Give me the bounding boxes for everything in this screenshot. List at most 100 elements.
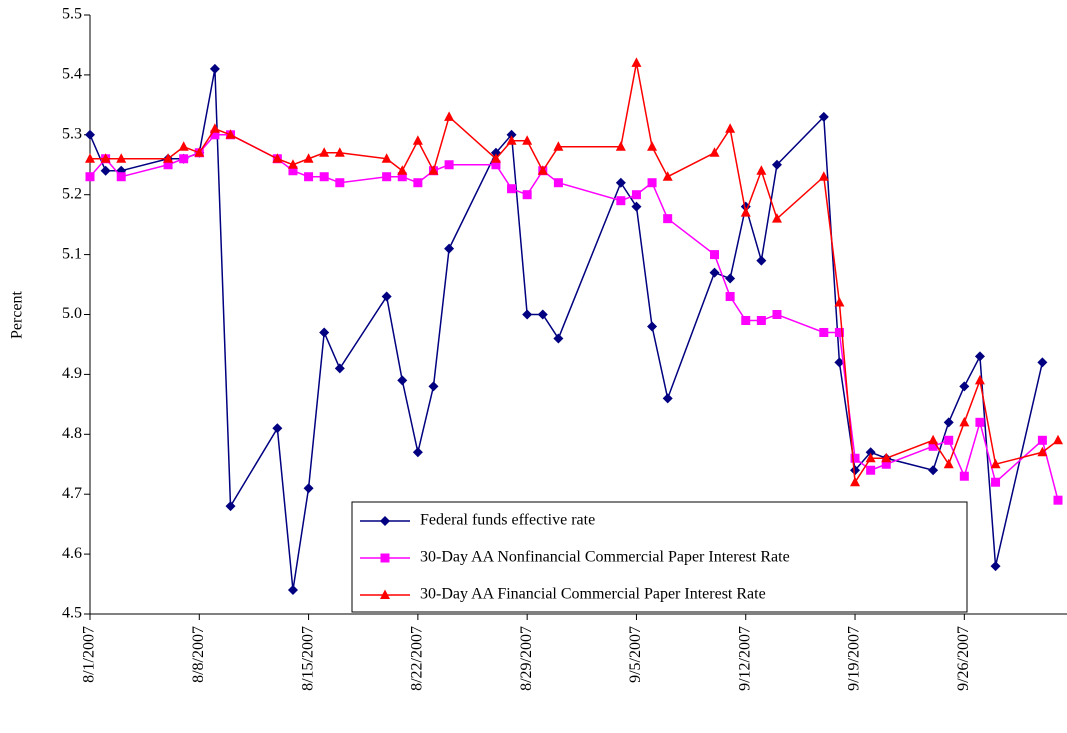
legend: Federal funds effective rate 30-Day AA No… <box>351 501 968 613</box>
marker <box>272 153 283 163</box>
marker <box>100 153 111 163</box>
marker <box>943 417 954 428</box>
marker <box>928 434 939 445</box>
marker <box>194 147 205 157</box>
marker <box>506 135 517 145</box>
marker <box>756 165 767 175</box>
marker <box>381 153 392 163</box>
x-tick-label: 8/15/2007 <box>299 626 316 691</box>
marker <box>756 255 767 266</box>
marker <box>725 123 736 133</box>
marker <box>740 207 751 217</box>
marker <box>647 321 658 332</box>
marker <box>303 483 314 494</box>
marker <box>334 363 345 374</box>
marker <box>179 154 189 164</box>
marker <box>412 135 423 145</box>
marker <box>756 315 766 325</box>
marker <box>522 190 532 200</box>
marker <box>1037 446 1048 457</box>
marker <box>771 213 782 223</box>
marker <box>163 153 174 163</box>
marker <box>928 465 939 476</box>
marker <box>944 435 954 445</box>
marker <box>772 310 782 319</box>
marker <box>865 452 876 463</box>
marker <box>100 165 111 176</box>
marker <box>553 141 564 151</box>
marker <box>210 130 220 140</box>
x-tick-label: 9/5/2007 <box>627 626 644 683</box>
y-tick-label: 5.3 <box>62 125 82 142</box>
marker <box>850 465 861 476</box>
marker <box>444 160 454 170</box>
marker <box>287 159 298 169</box>
marker <box>616 196 626 206</box>
x-tick-label: 8/8/2007 <box>190 626 207 683</box>
marker <box>959 416 970 427</box>
marker <box>975 417 985 427</box>
x-tick-label: 9/19/2007 <box>846 626 863 691</box>
y-tick-label: 4.5 <box>62 605 82 622</box>
marker <box>397 172 407 182</box>
marker <box>709 147 720 157</box>
x-tick-label: 8/29/2007 <box>518 626 535 691</box>
y-tick-label: 5.2 <box>62 185 82 202</box>
marker <box>834 297 845 307</box>
marker <box>991 477 1001 487</box>
marker <box>631 57 642 67</box>
marker <box>741 315 751 325</box>
marker <box>959 381 970 392</box>
marker <box>522 135 533 145</box>
marker <box>506 129 517 140</box>
x-tick-label: 9/26/2007 <box>955 626 972 691</box>
marker <box>990 561 1001 572</box>
marker <box>850 476 861 487</box>
marker <box>334 147 345 157</box>
marker <box>209 63 220 74</box>
marker <box>288 166 298 176</box>
marker <box>507 184 517 194</box>
marker <box>1037 435 1047 445</box>
marker <box>428 381 439 392</box>
marker <box>647 141 658 151</box>
marker <box>709 267 720 278</box>
marker <box>850 453 860 463</box>
y-tick-label: 5.0 <box>62 305 82 322</box>
marker <box>163 160 173 170</box>
marker <box>553 333 564 344</box>
y-tick-label: 5.5 <box>62 6 82 23</box>
marker <box>319 172 329 182</box>
marker <box>537 309 548 320</box>
marker <box>304 172 314 182</box>
marker <box>834 327 844 337</box>
marker <box>818 111 829 122</box>
series-line <box>89 134 1059 501</box>
marker <box>225 129 236 139</box>
marker <box>522 309 533 320</box>
marker <box>335 178 345 188</box>
marker <box>725 292 735 302</box>
y-tick-label: 4.6 <box>62 545 82 562</box>
marker <box>319 147 330 157</box>
y-tick-label: 4.7 <box>62 485 82 502</box>
legend-label: Federal funds effective rate <box>420 512 595 529</box>
y-tick-label: 5.1 <box>62 245 82 262</box>
marker <box>85 172 95 182</box>
marker <box>444 111 455 121</box>
marker <box>928 441 938 451</box>
marker <box>85 129 95 140</box>
marker <box>647 178 657 188</box>
marker <box>413 178 423 188</box>
marker <box>491 160 501 170</box>
marker <box>380 589 390 599</box>
marker <box>866 465 876 475</box>
marker <box>710 250 720 260</box>
marker <box>1037 357 1048 368</box>
marker <box>1053 434 1063 445</box>
marker <box>303 153 314 163</box>
y-tick-label: 4.9 <box>62 365 82 382</box>
marker <box>1053 495 1063 505</box>
marker <box>959 471 969 481</box>
